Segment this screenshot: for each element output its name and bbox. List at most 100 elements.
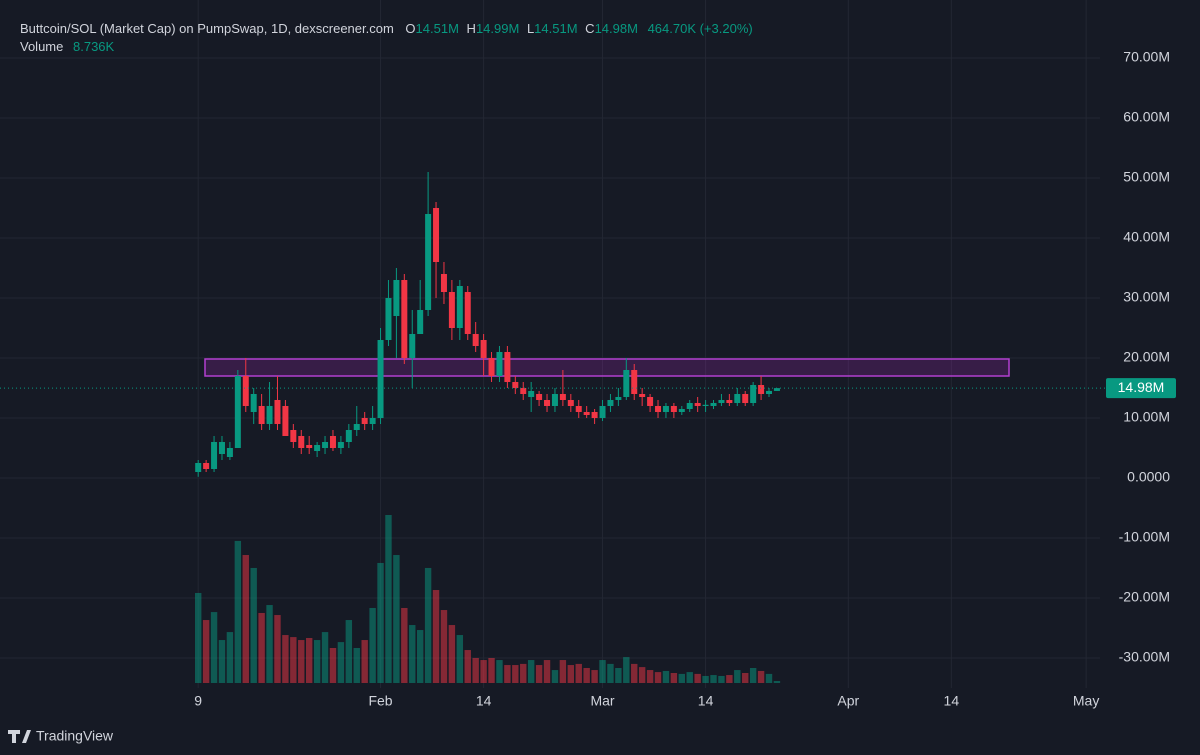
- volume-bar: [646, 670, 654, 683]
- volume-bar: [710, 675, 717, 683]
- volume-bar: [456, 635, 464, 683]
- volume-bar: [567, 665, 575, 683]
- volume-bar: [305, 637, 313, 683]
- volume-bar: [218, 640, 226, 683]
- candle-body: [655, 406, 662, 412]
- ohlc-key: L: [527, 21, 534, 36]
- volume-bar: [337, 642, 345, 683]
- candle-body: [718, 400, 725, 403]
- x-tick-label: 9: [194, 693, 202, 709]
- candle-body: [670, 406, 677, 412]
- volume-bar: [329, 647, 337, 683]
- volume-bar: [654, 672, 662, 683]
- volume-bar: [749, 667, 757, 683]
- candle-body: [242, 376, 249, 406]
- volume-bar: [742, 672, 749, 683]
- candle-body: [528, 391, 535, 397]
- volume-bar: [702, 675, 709, 683]
- ohlc-key: H: [467, 21, 476, 36]
- volume-bar: [377, 562, 384, 683]
- candle-body: [298, 436, 305, 448]
- candle-body: [647, 397, 654, 406]
- y-tick-label: -10.00M: [1119, 529, 1170, 545]
- volume-bar: [734, 670, 741, 683]
- candle-body: [742, 394, 749, 403]
- volume-bar: [520, 663, 527, 683]
- volume-bar: [757, 670, 765, 683]
- candle-body: [607, 400, 614, 406]
- candle-body: [520, 388, 527, 394]
- volume-bar: [266, 605, 273, 683]
- candle-body: [353, 424, 360, 430]
- candle-body: [496, 352, 503, 376]
- y-tick-label: 50.00M: [1123, 169, 1170, 185]
- volume-bar: [535, 665, 543, 683]
- volume-bar: [607, 663, 614, 683]
- candle-body: [734, 394, 741, 403]
- change-label: 464.70K (+3.20%): [648, 21, 753, 36]
- volume-bar: [686, 672, 693, 683]
- volume-bar: [282, 635, 289, 683]
- candle-body: [559, 394, 566, 400]
- volume-bar: [773, 681, 781, 683]
- x-tick-label: Feb: [368, 693, 392, 709]
- ohlc-value: 14.51M: [534, 21, 577, 36]
- y-tick-label: 20.00M: [1123, 349, 1170, 365]
- volume-value: 8.736K: [73, 39, 115, 54]
- brand-name: TradingView: [36, 728, 114, 744]
- y-tick-label: -30.00M: [1119, 649, 1170, 665]
- volume-bar: [234, 540, 242, 683]
- volume-bar: [202, 620, 210, 683]
- y-tick-label: 40.00M: [1123, 229, 1170, 245]
- candle-body: [766, 390, 773, 394]
- candle-body: [726, 400, 733, 403]
- ohlc-value: 14.99M: [476, 21, 519, 36]
- candle-body: [464, 292, 471, 334]
- y-tick-label: 30.00M: [1123, 289, 1170, 305]
- candle-body: [702, 404, 709, 406]
- volume-bar: [599, 660, 606, 683]
- volume-bar: [512, 665, 519, 683]
- volume-bar: [543, 660, 551, 683]
- volume-bar: [472, 657, 479, 683]
- candle-body: [678, 409, 685, 412]
- candle-body: [218, 442, 225, 454]
- candle-body: [631, 370, 638, 394]
- x-tick-label: Apr: [837, 693, 859, 709]
- volume-bar: [401, 607, 408, 683]
- volume-bar: [321, 632, 329, 683]
- volume-bar: [242, 555, 249, 683]
- candle-body: [448, 292, 455, 328]
- volume-bar: [393, 555, 400, 683]
- zone-box: [204, 358, 1010, 377]
- volume-bar: [432, 590, 440, 683]
- candle-body: [234, 376, 241, 448]
- candle-body: [337, 442, 344, 448]
- volume-bar: [369, 607, 376, 683]
- volume-bar: [718, 675, 725, 683]
- volume-bar: [559, 660, 567, 683]
- x-tick-label: 14: [944, 693, 960, 709]
- candle-body: [662, 406, 669, 412]
- candle-body: [211, 442, 218, 469]
- candle-body: [583, 412, 590, 415]
- candle-body: [504, 352, 511, 382]
- x-tick-label: Mar: [590, 693, 614, 709]
- candle-body: [322, 442, 329, 448]
- volume-bar: [480, 660, 487, 683]
- candle-body: [274, 400, 281, 424]
- x-tick-label: May: [1073, 693, 1099, 709]
- volume-bar: [591, 670, 598, 683]
- logo-icon: [8, 730, 31, 743]
- candle-body: [266, 406, 273, 424]
- volume-bar: [670, 672, 678, 683]
- candle-body: [544, 400, 551, 406]
- candle-body: [250, 394, 257, 412]
- candle-body: [393, 280, 400, 316]
- volume-bar: [290, 637, 297, 683]
- candle-body: [329, 436, 336, 448]
- candle-body: [567, 400, 574, 406]
- volume-bar: [353, 647, 360, 683]
- candle-body: [480, 340, 487, 358]
